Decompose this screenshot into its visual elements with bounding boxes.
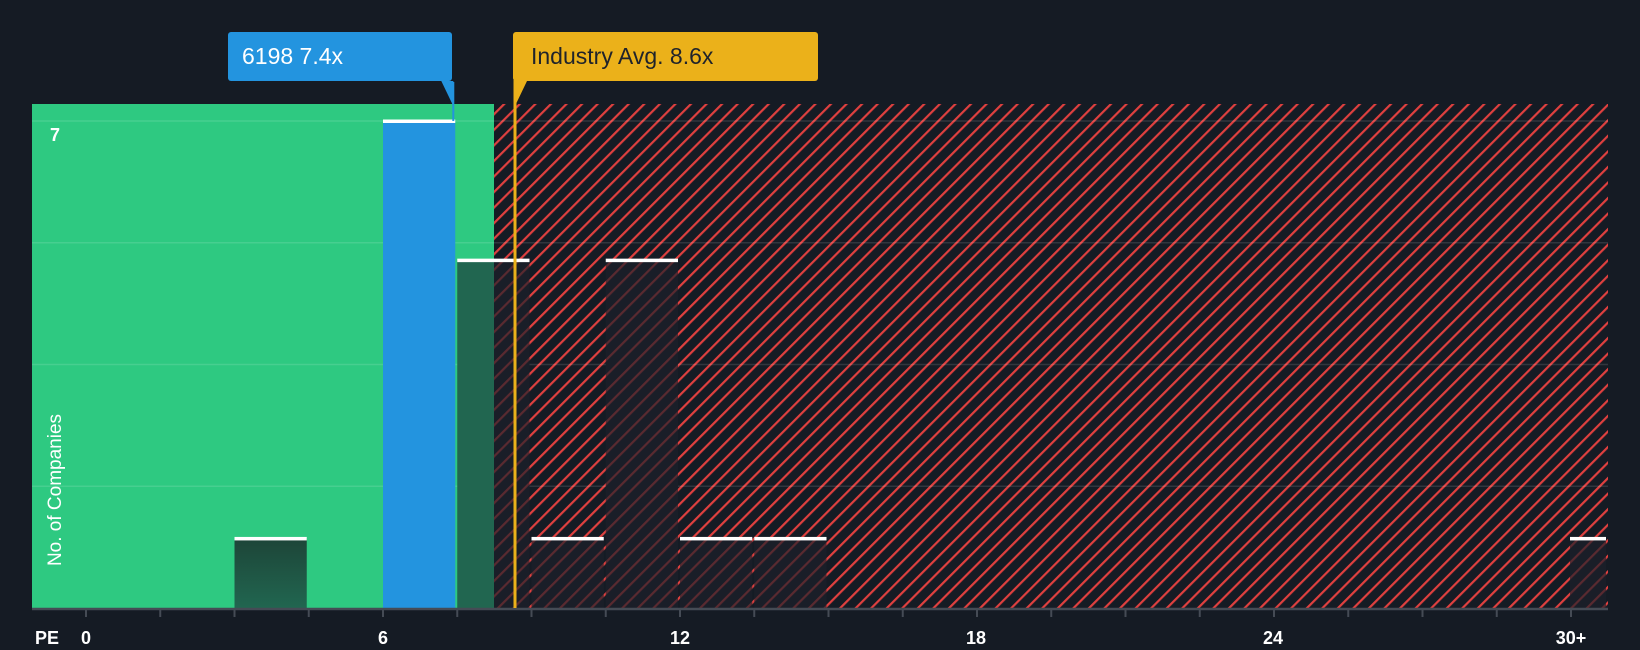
gridlines	[32, 120, 1608, 487]
histogram-bars	[234, 119, 1606, 608]
bar-cap	[605, 258, 678, 263]
y-axis-tick-7: 7	[50, 125, 61, 145]
company-pe-callout: 6198 7.4x	[228, 32, 452, 81]
bar-cap	[383, 119, 456, 123]
industry-callout-pointer	[514, 81, 527, 106]
histogram-bar	[1570, 536, 1606, 608]
bar-cap	[1570, 536, 1606, 541]
x-tick-label-6: 6	[377, 628, 389, 648]
bar-cap	[457, 258, 530, 263]
bar-cap	[680, 536, 753, 541]
histogram-bar	[234, 536, 307, 608]
x-tick-label-24: 24	[1262, 628, 1284, 648]
x-tick-label-18: 18	[965, 628, 987, 648]
industry-avg-callout: Industry Avg. 8.6x	[513, 32, 818, 81]
x-tick-label-0: 0	[80, 628, 92, 648]
histogram-bar	[531, 536, 604, 608]
company-callout-pointer	[441, 81, 454, 106]
histogram-bar	[383, 119, 456, 608]
histogram-bar	[457, 258, 530, 608]
x-axis	[32, 607, 1608, 617]
bar-cap	[531, 536, 604, 541]
valuation-zones	[32, 104, 1608, 608]
bar-cap	[234, 536, 307, 541]
histogram-bar	[680, 536, 753, 608]
histogram-bar	[605, 258, 678, 608]
x-tick-label-30-plus: 30+	[1555, 628, 1587, 648]
histogram-bar	[754, 536, 827, 608]
value-markers	[441, 80, 527, 608]
bar-cap	[754, 536, 827, 541]
x-tick-label-12: 12	[669, 628, 691, 648]
overvalued-zone	[494, 104, 1608, 608]
x-axis-title: PE	[35, 628, 60, 648]
y-axis-title: No. of Companies	[45, 413, 66, 567]
